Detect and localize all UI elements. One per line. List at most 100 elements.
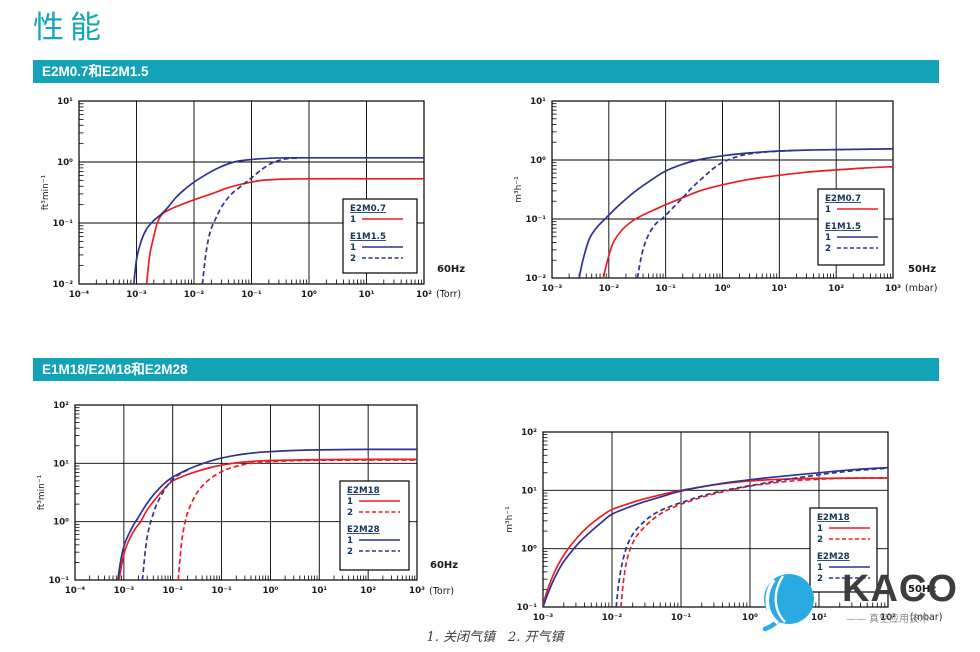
series-e2m28-2 — [141, 468, 190, 580]
svg-text:10⁻¹: 10⁻¹ — [241, 290, 262, 300]
svg-text:10²: 10² — [521, 428, 537, 438]
svg-text:10⁻⁴: 10⁻⁴ — [65, 586, 86, 596]
svg-text:10²: 10² — [828, 284, 844, 294]
svg-text:E2M0.7: E2M0.7 — [350, 204, 386, 214]
svg-text:(Torr): (Torr) — [436, 289, 461, 300]
svg-text:10⁻³: 10⁻³ — [533, 613, 554, 623]
svg-text:10⁻²: 10⁻² — [53, 280, 74, 290]
series-e1m1.5-1 — [133, 156, 424, 284]
svg-text:ft³min⁻¹: ft³min⁻¹ — [41, 174, 51, 210]
svg-text:2: 2 — [347, 508, 353, 518]
svg-text:10⁻²: 10⁻² — [184, 290, 205, 300]
section-header-e2m07-e2m15: E2M0.7和E2M1.5 — [33, 60, 939, 83]
chart-series — [133, 156, 424, 284]
svg-text:1: 1 — [350, 215, 356, 225]
svg-text:10⁰: 10⁰ — [53, 518, 69, 528]
svg-text:10³: 10³ — [885, 284, 901, 294]
chart-axis-labels: 10⁻³ 10⁻² 10⁻¹ 10⁰ 10¹ 10² 10³10⁻²10⁻¹10⁰10¹(m… — [514, 97, 937, 294]
svg-text:10⁰: 10⁰ — [301, 290, 317, 300]
svg-text:1: 1 — [825, 205, 831, 215]
kaco-logo-slogan: —— 真空应用技术 — [846, 614, 930, 625]
svg-text:E1M1.5: E1M1.5 — [825, 222, 861, 232]
series-e1m1.5-1 — [578, 147, 893, 278]
svg-text:(mbar): (mbar) — [905, 283, 937, 294]
gas-ballast-footnote: 1. 关闭气镇 2. 开气镇 — [426, 630, 564, 645]
svg-text:10⁻¹: 10⁻¹ — [526, 215, 547, 225]
svg-text:ft³min⁻¹: ft³min⁻¹ — [37, 474, 47, 510]
section-header-e1m18-e2m18-e2m28: E1M18/E2M18和E2M28 — [33, 358, 939, 381]
chart-grid — [78, 100, 425, 285]
svg-text:10²: 10² — [53, 401, 69, 411]
series-e2m0.7-1 — [145, 177, 424, 284]
svg-text:10⁻¹: 10⁻¹ — [671, 613, 692, 623]
kaco-logo: KACO —— 真空应用技术 — [742, 560, 957, 635]
svg-text:2: 2 — [347, 547, 353, 557]
svg-text:E2M18: E2M18 — [817, 513, 850, 523]
svg-text:10⁰: 10⁰ — [57, 158, 73, 168]
svg-text:10⁻¹: 10⁻¹ — [211, 586, 232, 596]
chart-grid — [74, 404, 418, 581]
svg-text:10¹: 10¹ — [57, 97, 73, 107]
chart-series — [578, 147, 893, 278]
svg-text:10⁻⁴: 10⁻⁴ — [69, 290, 90, 300]
svg-text:10⁻¹: 10⁻¹ — [49, 576, 70, 586]
svg-text:10¹: 10¹ — [311, 586, 327, 596]
svg-text:m³h⁻¹: m³h⁻¹ — [505, 506, 515, 533]
kaco-logo-text: KACO — [842, 568, 958, 610]
svg-text:E1M1.5: E1M1.5 — [350, 232, 386, 242]
svg-text:(Torr): (Torr) — [429, 586, 454, 597]
svg-text:10³: 10³ — [409, 586, 425, 596]
svg-text:1: 1 — [350, 243, 356, 253]
svg-text:10²: 10² — [360, 586, 376, 596]
svg-text:1: 1 — [825, 233, 831, 243]
svg-text:10⁰: 10⁰ — [530, 156, 546, 166]
svg-text:E2M28: E2M28 — [347, 525, 380, 535]
svg-text:2: 2 — [817, 535, 823, 545]
svg-text:10¹: 10¹ — [521, 486, 537, 496]
svg-text:10⁻¹: 10⁻¹ — [53, 219, 74, 229]
svg-text:1: 1 — [347, 497, 353, 507]
svg-text:10¹: 10¹ — [771, 284, 787, 294]
svg-text:10¹: 10¹ — [53, 459, 69, 469]
series-e1m1.5-2 — [201, 157, 301, 284]
svg-text:60Hz: 60Hz — [437, 264, 465, 275]
svg-text:2: 2 — [350, 254, 356, 264]
svg-text:10⁰: 10⁰ — [262, 586, 278, 596]
svg-text:10⁰: 10⁰ — [521, 545, 537, 555]
page-title: 性能 — [33, 10, 107, 46]
svg-text:50Hz: 50Hz — [908, 264, 936, 275]
svg-text:10⁻¹: 10⁻¹ — [517, 603, 538, 613]
svg-text:10⁻²: 10⁻² — [526, 274, 547, 284]
svg-text:10⁻³: 10⁻³ — [114, 586, 135, 596]
svg-text:10⁻²: 10⁻² — [599, 284, 620, 294]
chart-series — [116, 448, 417, 580]
series-e1m1.5-2 — [636, 149, 797, 278]
svg-text:60Hz: 60Hz — [430, 560, 458, 571]
svg-text:10⁻³: 10⁻³ — [542, 284, 563, 294]
svg-text:2: 2 — [825, 244, 831, 254]
svg-text:m³h⁻¹: m³h⁻¹ — [514, 176, 524, 203]
svg-text:10⁰: 10⁰ — [715, 284, 731, 294]
svg-text:1: 1 — [347, 536, 353, 546]
series-e2m18-2 — [177, 459, 417, 580]
chart-grid — [551, 100, 894, 279]
svg-text:10¹: 10¹ — [530, 97, 546, 107]
chart-axis-labels: 10⁻⁴ 10⁻³ 10⁻² 10⁻¹ 10⁰ 10¹ 10² 10³ 10⁻¹ 10⁰ 10¹ 10… — [37, 401, 458, 597]
svg-text:E2M18: E2M18 — [347, 486, 380, 496]
svg-text:10²: 10² — [416, 290, 432, 300]
series-e2m28-1 — [116, 448, 417, 580]
chart-axis-labels: 10⁻⁴ 10⁻³ 10⁻² 10⁻¹ 10⁰ 10¹ 10² 10⁻² 10⁻¹ 10⁰ 10¹ (… — [41, 97, 465, 300]
series-e2m18-1 — [118, 458, 417, 580]
series-e2m0.7-1 — [602, 165, 893, 278]
svg-text:10⁻²: 10⁻² — [602, 613, 623, 623]
svg-text:10⁻¹: 10⁻¹ — [655, 284, 676, 294]
svg-text:10⁻³: 10⁻³ — [126, 290, 147, 300]
